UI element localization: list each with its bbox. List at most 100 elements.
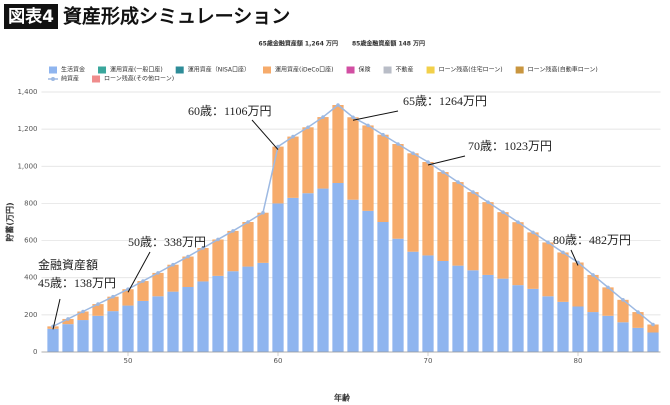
bar [377, 134, 389, 222]
bar [587, 312, 599, 352]
legend-item: 不動産 [383, 66, 414, 74]
bar [542, 242, 554, 297]
bar [467, 192, 479, 271]
annotation: 50歳：338万円 [128, 235, 206, 249]
bar [302, 127, 314, 194]
bar [377, 222, 389, 352]
subtitle: 65歳金融資産額 1,264 万円 [258, 40, 338, 48]
legend-label: 純資産 [61, 75, 79, 83]
subtitle: 85歳金融資産額 148 万円 [352, 40, 425, 48]
bar [497, 212, 509, 279]
bar [137, 281, 149, 301]
legend-label: 運用資産(iDeCo口座) [275, 66, 334, 74]
bar [437, 261, 449, 352]
bar [227, 271, 239, 352]
bar [572, 306, 584, 352]
point [261, 210, 265, 215]
point [456, 180, 460, 184]
bar [482, 274, 494, 352]
bar [347, 117, 359, 200]
legend-item: 生活資金 [49, 66, 85, 74]
legend-item: 運用資産（NISA口座） [175, 66, 250, 74]
x-tick-label: 50 [124, 357, 133, 365]
legend-label: ローン残高(自動車ローン) [528, 66, 598, 74]
legend-swatch [426, 66, 435, 74]
x-tick-label: 80 [574, 357, 583, 365]
legend-label: 保険 [359, 66, 371, 74]
point [66, 317, 70, 321]
y-tick-label: 400 [24, 274, 37, 282]
annotation-leader [352, 110, 399, 121]
bar [407, 251, 419, 352]
bar [347, 199, 359, 352]
bar [257, 262, 269, 352]
bar [422, 255, 434, 352]
point [396, 142, 400, 146]
legend-swatch [98, 66, 107, 74]
annotation-leader [251, 119, 279, 150]
legend-label: 不動産 [396, 66, 414, 74]
bar [107, 311, 119, 352]
bar [137, 300, 149, 352]
bar [62, 324, 74, 352]
point [321, 115, 325, 119]
point [216, 237, 220, 242]
legend-item: 保険 [346, 66, 371, 74]
legend-swatch [383, 66, 392, 74]
bar [452, 265, 464, 352]
legend-swatch [92, 75, 101, 83]
point [621, 298, 625, 302]
bar [632, 327, 644, 352]
point [306, 125, 310, 130]
point [291, 134, 295, 139]
bar [497, 278, 509, 352]
y-tick-label: 1,200 [17, 125, 37, 133]
point [231, 229, 235, 233]
bar [212, 275, 224, 352]
legend-swatch [175, 66, 184, 74]
bar [167, 291, 179, 352]
bar [437, 172, 449, 261]
bar [122, 289, 134, 306]
point [591, 273, 595, 277]
bar [482, 202, 494, 275]
legend-item: ローン残高(住宅ローン) [426, 66, 503, 74]
point [111, 294, 115, 299]
bar [617, 299, 629, 323]
bar [647, 324, 659, 333]
bar [512, 285, 524, 352]
bar [92, 304, 104, 316]
bar [227, 230, 239, 272]
point [471, 190, 475, 194]
legend-item: 純資産 [48, 75, 79, 83]
bar [317, 117, 329, 189]
annotation: 70歳：1023万円 [468, 139, 552, 153]
bar [422, 162, 434, 256]
bar [272, 203, 284, 352]
point [201, 246, 205, 250]
legend-label: 運用資産（NISA口座） [188, 66, 250, 74]
bar [197, 281, 209, 352]
bar [167, 264, 179, 292]
legend-item: ローン残高(その他ローン) [92, 75, 174, 83]
point [171, 262, 175, 267]
bar [632, 312, 644, 328]
annotation: 80歳：482万円 [553, 233, 631, 247]
point [531, 230, 535, 235]
annotation: 60歳：1106万円 [188, 104, 272, 118]
bar [332, 183, 344, 352]
legend-label: ローン残高(住宅ローン) [439, 66, 503, 74]
bar [242, 222, 254, 267]
legend-item: 運用資産(一般口座) [98, 66, 163, 74]
bar [107, 296, 119, 312]
bar [572, 262, 584, 307]
bar [242, 266, 254, 352]
point [366, 123, 370, 128]
legend-label: 生活資金 [61, 66, 85, 74]
legend-swatch [49, 66, 57, 74]
annotation: 45歳：138万円 [38, 276, 116, 290]
legend-item: ローン残高(自動車ローン) [515, 66, 598, 74]
bar [512, 222, 524, 286]
point [96, 302, 100, 306]
